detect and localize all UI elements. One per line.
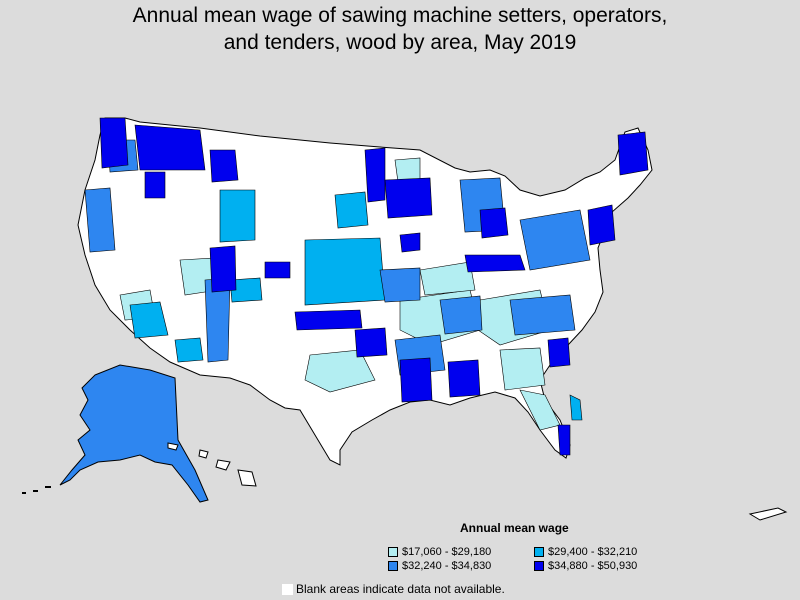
area-region — [447, 359, 481, 398]
area-region — [399, 232, 421, 253]
area-region — [509, 294, 576, 336]
wage-band-4-areas — [99, 117, 649, 456]
alaska-shape — [59, 364, 209, 503]
area-region — [219, 189, 256, 243]
legend-swatch-4 — [534, 561, 544, 571]
area-region — [209, 149, 239, 183]
puerto-rico-shape — [748, 507, 788, 521]
area-region — [419, 261, 476, 296]
blank-swatch — [282, 583, 293, 595]
legend-label-2: $29,400 - $32,210 — [548, 546, 638, 558]
area-region — [99, 117, 129, 169]
area-region — [547, 337, 571, 368]
map-title-line-1: Annual mean wage of sawing machine sette… — [132, 4, 668, 27]
legend-item-2: $29,400 - $32,210 — [534, 546, 637, 558]
area-region — [294, 309, 363, 331]
area-region — [304, 237, 386, 306]
area-region — [439, 295, 483, 335]
hawaii-shape — [167, 442, 257, 487]
area-region — [479, 207, 509, 239]
map-title-line-2: and tenders, wood by area, May 2019 — [223, 31, 577, 54]
area-region — [334, 191, 369, 229]
area-region — [569, 394, 583, 421]
area-region — [134, 124, 206, 171]
area-region — [557, 424, 571, 456]
area-region — [617, 131, 649, 176]
area-region — [174, 337, 204, 363]
legend-swatch-3 — [388, 561, 398, 571]
area-region — [264, 261, 291, 279]
legend-label-3: $32,240 - $34,830 — [402, 560, 492, 572]
blank-areas-note: Blank areas indicate data not available. — [282, 582, 505, 596]
area-region — [144, 171, 166, 199]
legend-title: Annual mean wage — [460, 521, 569, 535]
area-region — [304, 349, 376, 393]
legend-label-1: $17,060 - $29,180 — [402, 546, 492, 558]
wage-band-2-areas — [129, 189, 583, 421]
area-region — [384, 177, 433, 219]
area-region — [399, 357, 433, 403]
area-region — [519, 209, 591, 271]
area-region — [354, 327, 388, 358]
area-region — [587, 204, 616, 246]
area-region — [364, 147, 386, 203]
area-region — [379, 267, 421, 303]
area-region — [209, 245, 237, 293]
area-region — [499, 347, 546, 391]
area-region — [129, 301, 169, 339]
area-region — [84, 187, 116, 253]
area-region — [229, 277, 263, 303]
area-region — [464, 254, 526, 273]
legend-label-4: $34,880 - $50,930 — [548, 560, 638, 572]
legend-item-1: $17,060 - $29,180 — [388, 546, 491, 558]
aleutian-islands — [22, 486, 51, 494]
legend-item-3: $32,240 - $34,830 — [388, 560, 491, 572]
blank-areas-text: Blank areas indicate data not available. — [296, 582, 505, 596]
map-title: Annual mean wage of sawing machine sette… — [0, 2, 800, 56]
legend-item-4: $34,880 - $50,930 — [534, 560, 637, 572]
legend-swatch-2 — [534, 547, 544, 557]
legend-swatch-1 — [388, 547, 398, 557]
